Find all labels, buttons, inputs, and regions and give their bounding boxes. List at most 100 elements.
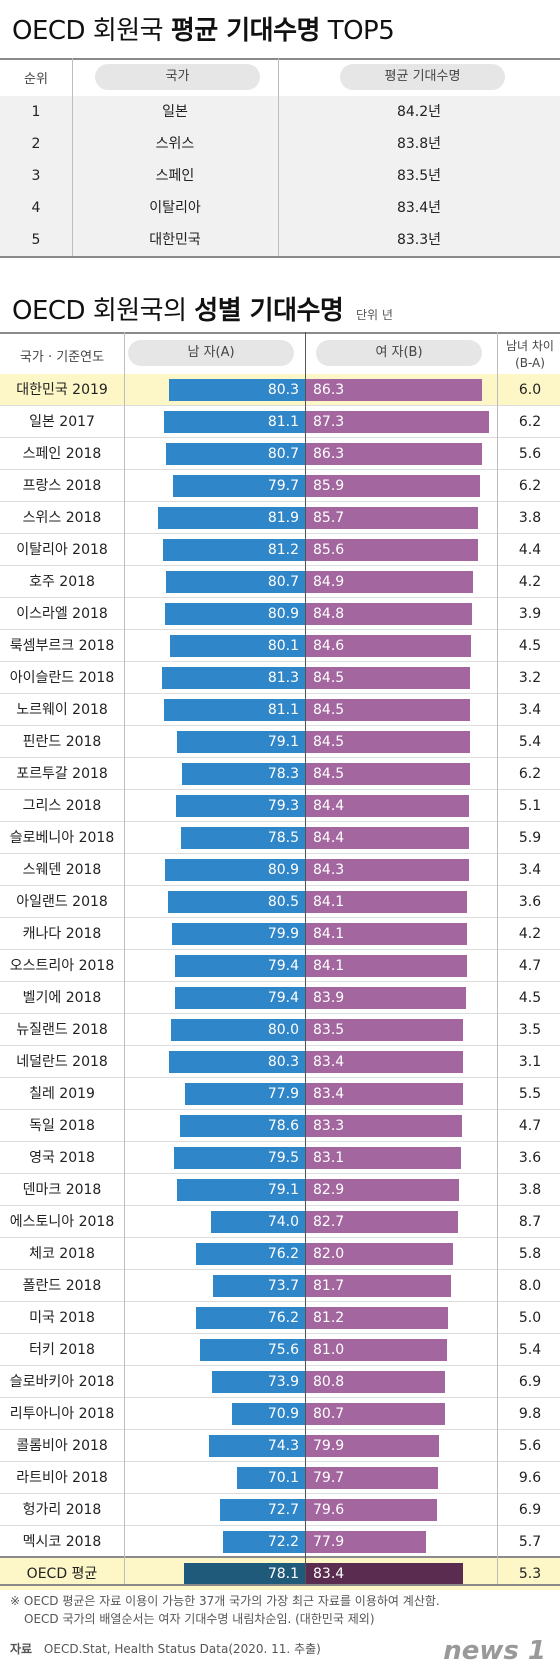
top5-value: 83.4년 xyxy=(396,200,442,216)
female-bar xyxy=(306,635,471,657)
female-bar xyxy=(306,1339,447,1361)
female-value-label: 80.7 xyxy=(313,1406,345,1422)
row-diff-value: 9.8 xyxy=(518,1406,542,1422)
chart-row: 폴란드 2018 73.7 81.7 8.0 xyxy=(0,1270,560,1302)
female-bar xyxy=(306,731,471,753)
source-text: OECD.Stat, Health Status Data(2020. 11. … xyxy=(43,1642,321,1656)
row-country-label: 체코 2018 xyxy=(29,1246,95,1262)
top5-rank: 1 xyxy=(31,104,41,120)
row-diff-value: 8.0 xyxy=(518,1278,542,1294)
row-separator xyxy=(0,1173,560,1174)
female-value-label: 79.9 xyxy=(313,1438,345,1454)
female-bar xyxy=(306,1435,440,1457)
chart-header-female: 여 자(B) xyxy=(316,340,482,366)
row-separator xyxy=(0,885,560,886)
row-separator xyxy=(0,1045,560,1046)
row-country-label: 콜롬비아 2018 xyxy=(16,1438,108,1454)
female-bar xyxy=(306,795,470,817)
chart-row: 슬로베니아 2018 78.5 84.4 5.9 xyxy=(0,822,560,854)
row-diff-value: 5.1 xyxy=(518,798,542,814)
row-country-label: 라트비아 2018 xyxy=(16,1470,108,1486)
male-value-label: 80.3 xyxy=(267,382,299,398)
top5-col-divider-2 xyxy=(278,58,279,256)
female-value-label: 83.4 xyxy=(313,1566,345,1582)
row-diff-value: 6.2 xyxy=(518,478,542,494)
news1-logo: news 1 xyxy=(443,1636,546,1666)
row-separator xyxy=(0,661,560,662)
row-diff-value: 6.0 xyxy=(518,382,542,398)
male-value-label: 79.1 xyxy=(267,1182,299,1198)
row-separator xyxy=(0,981,560,982)
chart-row: 룩셈부르크 2018 80.1 84.6 4.5 xyxy=(0,630,560,662)
row-country-label: 그리스 2018 xyxy=(22,798,102,814)
row-diff-value: 3.8 xyxy=(518,510,542,526)
row-diff-value: 4.2 xyxy=(518,926,542,942)
row-diff-value: 3.6 xyxy=(518,1150,542,1166)
male-value-label: 80.5 xyxy=(267,894,299,910)
row-diff-value: 5.5 xyxy=(518,1086,542,1102)
female-bar xyxy=(306,827,470,849)
row-separator xyxy=(0,1109,560,1110)
row-diff-value: 5.9 xyxy=(518,830,542,846)
top5-title-end: TOP5 xyxy=(319,16,395,46)
top5-header-country: 국가 xyxy=(95,64,260,90)
male-bar xyxy=(196,1243,305,1265)
female-value-label: 83.4 xyxy=(313,1054,345,1070)
row-separator xyxy=(0,853,560,854)
female-bar xyxy=(306,987,467,1009)
row-separator xyxy=(0,757,560,758)
row-diff-value: 3.8 xyxy=(518,1182,542,1198)
female-value-label: 84.4 xyxy=(313,830,345,846)
male-value-label: 79.4 xyxy=(267,990,299,1006)
chart-row: 호주 2018 80.7 84.9 4.2 xyxy=(0,566,560,598)
female-bar xyxy=(306,1307,449,1329)
row-country-label: 스페인 2018 xyxy=(22,446,102,462)
top5-col-divider-1 xyxy=(72,58,73,256)
chart-row: 스페인 2018 80.7 86.3 5.6 xyxy=(0,438,560,470)
chart-row: 이탈리아 2018 81.2 85.6 4.4 xyxy=(0,534,560,566)
row-diff-value: 5.0 xyxy=(518,1310,542,1326)
row-separator xyxy=(0,1493,560,1494)
row-diff-value: 4.7 xyxy=(518,958,542,974)
top5-row: 5 대한민국 83.3년 xyxy=(0,224,560,257)
male-bar xyxy=(213,1275,305,1297)
row-diff-value: 5.8 xyxy=(518,1246,542,1262)
row-country-label: 터키 2018 xyxy=(29,1342,95,1358)
chart-col-divider-right xyxy=(497,332,498,1584)
row-separator xyxy=(0,1013,560,1014)
male-bar xyxy=(168,1051,305,1073)
male-value-label: 79.3 xyxy=(267,798,299,814)
row-country-label: 뉴질랜드 2018 xyxy=(16,1022,108,1038)
female-value-label: 80.8 xyxy=(313,1374,345,1390)
top5-top-rule xyxy=(0,58,560,60)
chart-row: 에스토니아 2018 74.0 82.7 8.7 xyxy=(0,1206,560,1238)
female-value-label: 84.1 xyxy=(313,958,345,974)
male-value-label: 81.9 xyxy=(267,510,299,526)
row-separator xyxy=(0,1461,560,1462)
female-bar xyxy=(306,1531,426,1553)
row-country-label: 슬로베니아 2018 xyxy=(9,830,115,846)
row-diff-value: 3.4 xyxy=(518,702,542,718)
chart-title-bold: 성별 기대수명 xyxy=(194,296,344,326)
male-value-label: 81.3 xyxy=(267,670,299,686)
row-country-label: 벨기에 2018 xyxy=(22,990,102,1006)
top5-country: 스페인 xyxy=(155,168,195,184)
row-country-label: 리투아니아 2018 xyxy=(9,1406,115,1422)
row-country-label: 폴란드 2018 xyxy=(22,1278,102,1294)
male-value-label: 78.5 xyxy=(267,830,299,846)
chart-row: 벨기에 2018 79.4 83.9 4.5 xyxy=(0,982,560,1014)
female-value-label: 84.8 xyxy=(313,606,345,622)
top5-row: 2 스위스 83.8년 xyxy=(0,128,560,161)
chart-row: 미국 2018 76.2 81.2 5.0 xyxy=(0,1302,560,1334)
top5-header-value: 평균 기대수명 xyxy=(340,64,505,90)
row-separator xyxy=(0,1301,560,1302)
male-value-label: 78.3 xyxy=(267,766,299,782)
top5-rank: 2 xyxy=(31,136,41,152)
chart-header-diff: 남녀 차이 (B-A) xyxy=(497,338,560,372)
chart-title: OECD 회원국의 성별 기대수명 xyxy=(12,290,344,327)
chart-row: 이스라엘 2018 80.9 84.8 3.9 xyxy=(0,598,560,630)
female-bar xyxy=(306,539,478,561)
female-bar xyxy=(306,1147,461,1169)
row-country-label: 포르투갈 2018 xyxy=(16,766,108,782)
male-bar xyxy=(223,1531,305,1553)
